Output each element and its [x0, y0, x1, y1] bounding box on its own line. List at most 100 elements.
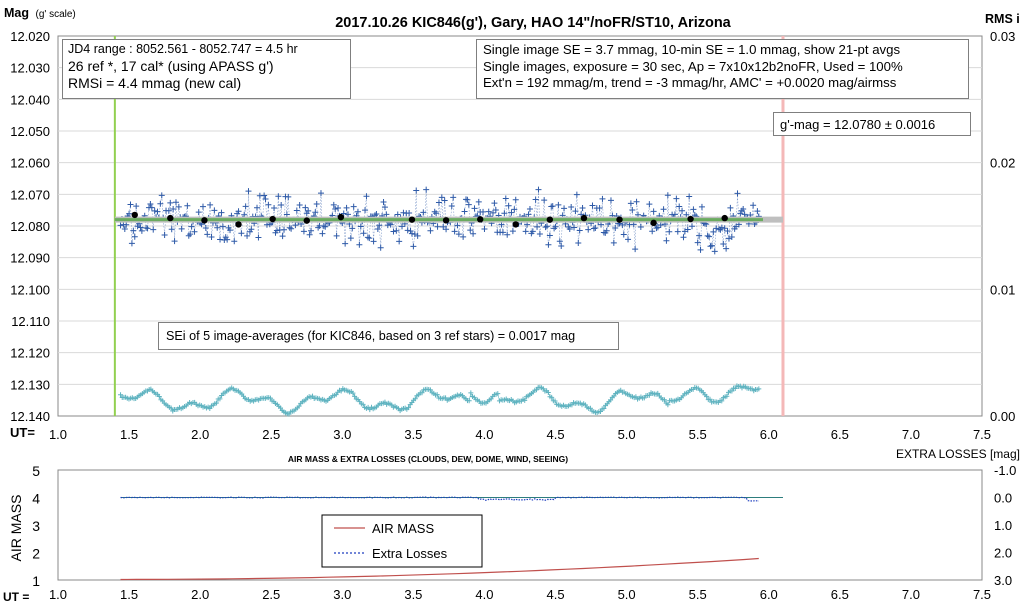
x-tick-labels-bottom: 1.0 1.5 2.0 2.5 3.0 3.5 4.0 4.5 5.0 5.5 6.0 6.5 7.0 7… [49, 587, 991, 602]
single-image-point [596, 205, 603, 212]
single-image-point [508, 209, 515, 216]
single-image-point [407, 228, 414, 235]
single-image-point [144, 225, 151, 232]
single-image-point [450, 194, 457, 201]
single-image-point [707, 243, 714, 250]
x-tick-label: 1.0 [49, 427, 67, 442]
single-image-point [737, 210, 744, 217]
single-image-point [199, 203, 206, 210]
single-image-point [121, 226, 128, 233]
single-image-point [187, 231, 194, 238]
chart-title: 2017.10.26 KIC846(g'), Gary, HAO 14"/noF… [335, 15, 731, 31]
single-image-point [363, 193, 370, 200]
single-image-point [485, 208, 492, 215]
average-point [687, 215, 694, 223]
single-image-point [414, 232, 421, 239]
single-image-point [195, 209, 202, 216]
single-image-point [134, 223, 141, 230]
rms-point [468, 390, 474, 396]
single-image-point [741, 211, 748, 218]
single-image-point [360, 230, 367, 237]
single-image-point [610, 239, 617, 246]
y-axis-label: Mag (g' scale) [4, 6, 76, 20]
single-image-point [219, 223, 226, 230]
single-image-point [377, 244, 384, 251]
rms-point [608, 397, 614, 403]
single-image-point [184, 202, 191, 209]
single-image-point [663, 237, 670, 244]
single-image-point [697, 246, 704, 253]
exposure-text: Single images, exposure = 30 sec, Ap = 7… [483, 58, 903, 74]
average-point [131, 211, 138, 219]
single-image-point [349, 225, 356, 232]
single-image-point [612, 225, 619, 232]
single-image-point [680, 234, 687, 241]
x-tick-label: 4.5 [546, 427, 564, 442]
single-image-point [408, 230, 415, 237]
average-point [201, 217, 208, 224]
single-image-point [545, 241, 552, 248]
rms-point [267, 395, 273, 401]
rms-point [419, 390, 425, 396]
single-image-point [720, 241, 727, 248]
rms-point [545, 389, 551, 395]
rms-point [707, 396, 713, 402]
x-tick-label: 3.0 [333, 587, 351, 602]
mag-result-box: g'-mag = 12.0780 ± 0.0016 [773, 112, 971, 136]
single-image-point [171, 238, 178, 245]
single-image-point [671, 211, 678, 218]
single-image-point [288, 225, 295, 232]
single-image-point [293, 207, 300, 214]
average-point [616, 216, 623, 223]
single-image-point [208, 234, 215, 241]
single-image-point [740, 206, 747, 213]
single-image-point [724, 227, 731, 234]
single-image-point [283, 211, 290, 218]
single-image-point [396, 238, 403, 245]
single-image-point [552, 223, 559, 230]
rms-point [587, 405, 593, 411]
single-image-point [404, 227, 411, 234]
rms-point [360, 401, 366, 407]
y2-tick-label: 0.02 [990, 156, 1015, 171]
single-image-point [413, 187, 420, 194]
single-image-point [347, 235, 354, 242]
single-image-point [633, 198, 640, 205]
rms-point [646, 392, 652, 398]
single-image-point [637, 224, 644, 231]
single-image-point [364, 234, 371, 241]
single-image-point [147, 201, 154, 208]
y-tick-label: 12.030 [10, 61, 50, 76]
single-image-point [281, 226, 288, 233]
single-image-point [555, 201, 562, 208]
single-image-point [465, 201, 472, 208]
single-image-point [603, 227, 610, 234]
y-tick-label: 5 [32, 463, 40, 479]
single-image-point [158, 192, 165, 199]
rms-point [732, 386, 738, 392]
rms-point [704, 393, 710, 399]
single-image-point [526, 205, 533, 212]
y-tick-label: 1 [32, 573, 40, 589]
single-image-point [312, 209, 319, 216]
x-tick-label: 2.5 [262, 427, 280, 442]
x-axis-label: UT= [10, 425, 35, 440]
legend-air-mass-label: AIR MASS [372, 521, 434, 536]
single-image-point [127, 201, 134, 208]
average-point [546, 216, 554, 223]
single-image-point [438, 194, 445, 201]
x-tick-label: 3.5 [404, 587, 422, 602]
single-image-point [673, 195, 680, 202]
single-image-point [308, 227, 315, 234]
single-image-point [706, 233, 713, 240]
single-image-point [128, 240, 135, 247]
rms-point [756, 386, 762, 392]
x-tick-label: 4.0 [475, 587, 493, 602]
single-image-point [248, 226, 255, 233]
rms-point [655, 390, 661, 396]
single-image-point [650, 208, 657, 215]
single-image-point [191, 228, 198, 235]
single-image-point [427, 227, 434, 234]
x-tick-label: 7.0 [902, 587, 920, 602]
single-image-point [165, 207, 172, 214]
